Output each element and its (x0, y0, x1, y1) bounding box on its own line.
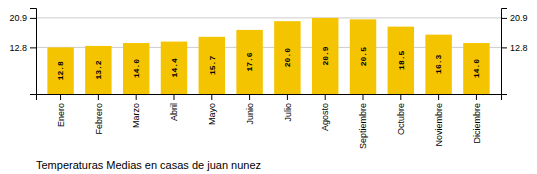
x-axis: Enero Febrero Marzo Abril Mayo Junio Julio Agos… (37, 94, 502, 149)
data-label: 16.3 (434, 55, 443, 74)
bar (236, 30, 262, 94)
y-axis-right: 12.8 20.9 (501, 9, 528, 95)
data-labels: 12.8 13.2 14.0 14.4 15.7 17.6 20.0 20.9 20.5 18.5… (56, 46, 481, 80)
x-tick-label: Enero (56, 103, 66, 127)
bar (47, 47, 73, 94)
x-tick: Mayo (207, 94, 217, 125)
x-tick-mark (476, 94, 477, 100)
y-tick-mark (501, 18, 507, 19)
bar (199, 37, 225, 94)
y-tick: 20.9 (501, 13, 528, 23)
x-tick-mark (136, 94, 137, 100)
x-tick: Septiembre (358, 94, 368, 149)
y-tick-mark (30, 18, 36, 19)
bar (425, 35, 451, 94)
x-tick-label: Octubre (396, 103, 406, 135)
chart-container: 12.8 13.2 14.0 14.4 15.7 17.6 20.0 20.9 20.5 18.5… (0, 0, 537, 174)
y-tick: 12.8 (501, 43, 528, 53)
chart-svg: 12.8 13.2 14.0 14.4 15.7 17.6 20.0 20.9 20.5 18.5… (0, 0, 537, 174)
x-tick-label: Abril (169, 103, 179, 121)
y-tick-mark (501, 47, 507, 48)
data-label: 14.4 (170, 58, 179, 77)
bar (85, 46, 111, 94)
y-tick: 12.8 (9, 43, 36, 53)
x-tick-mark (325, 94, 326, 100)
x-tick-label: Diciembre (472, 103, 482, 144)
x-tick: Enero (56, 94, 66, 127)
data-label: 20.5 (359, 47, 368, 66)
x-tick-mark (438, 94, 439, 100)
x-tick-label: Febrero (94, 103, 104, 135)
bar (350, 19, 376, 94)
x-tick: Julio (283, 94, 293, 122)
y-tick-label: 20.9 (9, 13, 27, 23)
x-tick-label: Julio (283, 103, 293, 122)
x-tick-label: Mayo (207, 103, 217, 125)
data-label: 13.2 (94, 60, 103, 79)
x-tick-mark (173, 94, 174, 100)
x-tick-label: Marzo (131, 103, 141, 128)
x-tick-label: Noviembre (434, 103, 444, 147)
y-tick-label: 20.9 (510, 13, 528, 23)
bar (274, 21, 300, 94)
y-axis-left: 12.8 20.9 (9, 9, 36, 95)
x-tick: Abril (169, 94, 179, 121)
x-tick-label: Agosto (320, 103, 330, 131)
data-label: 14.0 (472, 59, 481, 78)
axis-line (502, 9, 508, 95)
axis-line (30, 9, 37, 95)
data-label: 20.0 (283, 48, 292, 67)
x-tick: Febrero (94, 94, 104, 135)
x-tick-label: Junio (245, 103, 255, 125)
data-label: 14.0 (132, 59, 141, 78)
x-tick-mark (211, 94, 212, 100)
bar (312, 18, 338, 94)
data-label: 12.8 (56, 61, 65, 80)
x-tick-mark (400, 94, 401, 100)
x-tick: Marzo (131, 94, 141, 128)
x-tick-mark (249, 94, 250, 100)
y-tick-label: 12.8 (9, 43, 27, 53)
data-label: 17.6 (245, 52, 254, 71)
x-tick-mark (287, 94, 288, 100)
x-tick-label: Septiembre (358, 103, 368, 149)
y-tick: 20.9 (9, 13, 36, 23)
x-tick: Diciembre (472, 94, 482, 144)
y-tick-label: 12.8 (510, 43, 528, 53)
x-tick-mark (98, 94, 99, 100)
bar (388, 27, 414, 94)
x-tick: Junio (245, 94, 255, 125)
axis-line (37, 95, 502, 101)
bar (123, 43, 149, 94)
x-tick: Octubre (396, 94, 406, 135)
data-label: 18.5 (397, 51, 406, 70)
title: Temperaturas Medias en casas de juan nun… (36, 159, 261, 171)
x-tick-mark (60, 94, 61, 100)
bar (463, 43, 489, 94)
data-label: 15.7 (208, 56, 217, 75)
x-tick-mark (363, 94, 364, 100)
data-label: 20.9 (321, 46, 330, 65)
x-tick: Noviembre (434, 94, 444, 147)
x-tick: Agosto (320, 94, 330, 131)
plot-area (47, 18, 489, 94)
bar (161, 42, 187, 94)
grid-line (36, 17, 501, 18)
y-tick-mark (30, 47, 36, 48)
